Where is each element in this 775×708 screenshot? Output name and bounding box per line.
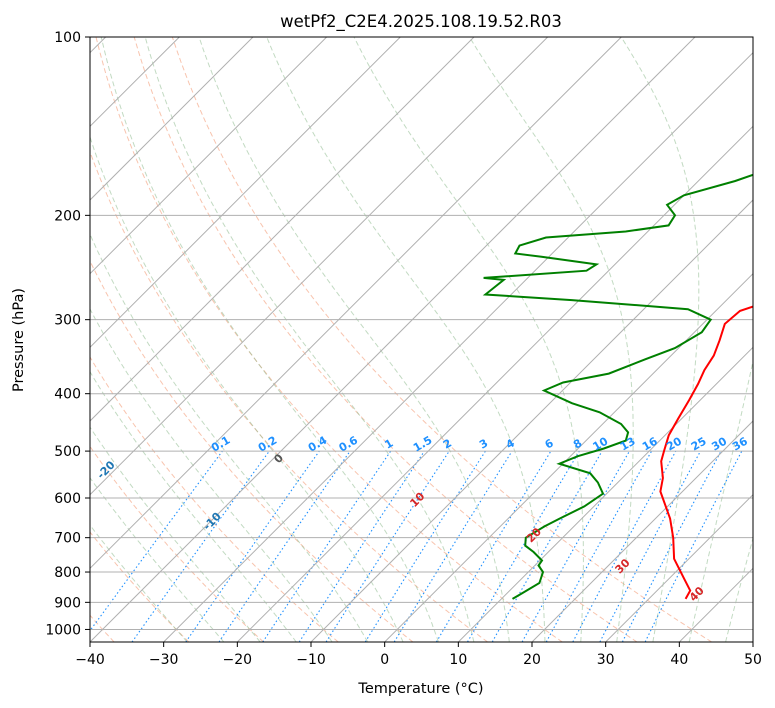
moist-adiabat [100,37,439,642]
x-tick-label: 0 [380,652,389,668]
y-tick-label: 500 [54,444,81,460]
x-axis: −40 −30 −20 −10 0 10 20 30 40 50 [75,642,762,668]
y-tick-label: 100 [54,30,81,46]
moist-adiabat [353,37,584,642]
isotherm [90,37,328,275]
mixing-ratio-line [572,450,677,642]
isotherm [531,420,753,642]
isotherm [457,346,753,642]
mixing-ratio-line [435,450,552,642]
y-tick-label: 1000 [45,622,81,638]
moist-adiabat [266,37,546,642]
mixing-ratio-label: 4 [504,436,517,451]
mixing-ratio-line [521,450,630,642]
y-tick-label: 600 [54,491,81,507]
moist-adiabat [90,135,404,642]
mixing-ratio-line [262,450,392,642]
x-tick-label: −40 [75,652,105,668]
mixing-ratio-line [393,450,513,642]
mixing-ratio-label: 3 [477,437,490,452]
mixing-ratio-line [90,450,223,632]
chart-title: wetPf2_C2E4.2025.108.19.52.R03 [280,12,562,32]
y-tick-label: 400 [54,387,81,403]
moist-adiabat [90,524,188,642]
moist-adiabat [469,37,634,642]
moist-adiabat [90,308,333,642]
data-layer [482,173,753,600]
mixing-ratio-line [545,450,653,642]
isotherm [163,51,753,642]
isotherm [90,37,401,349]
mixing-ratio-label: 2 [441,437,454,452]
moist-adiabat [725,536,753,642]
grid [90,36,753,630]
dry-adiabat [95,37,563,642]
dry-adiabat [133,37,638,642]
y-tick-label: 700 [54,531,81,547]
x-tick-label: 20 [523,652,541,668]
y-tick-label: 300 [54,313,81,329]
x-tick-label: 50 [744,652,762,668]
x-tick-label: −30 [149,652,179,668]
y-axis-label: Pressure (hPa) [11,288,27,392]
moist-adiabat [620,37,700,642]
dry-adiabat-label: -30 [1,407,24,430]
isotherm [90,37,696,642]
dry-adiabat-label: -20 [94,458,117,481]
mixing-ratio-line [644,450,743,642]
isotherm [236,125,753,642]
x-tick-label: −20 [223,652,253,668]
mixing-ratio-line [325,450,450,642]
x-tick-label: 30 [597,652,615,668]
x-tick-label: 10 [449,652,467,668]
dry-adiabat [90,531,190,642]
temperature-line [659,305,753,600]
moist-adiabat [144,37,475,642]
mixing-ratio-line [599,450,701,642]
y-tick-label: 800 [54,565,81,581]
x-tick-label: 40 [670,652,688,668]
background-lines [90,37,753,642]
moist-adiabat-label: 30 [613,556,633,576]
isotherm [90,37,549,496]
x-axis-label: Temperature (°C) [357,681,483,697]
mixing-ratio-line [218,450,351,642]
mixing-ratio-line [298,450,425,642]
moist-adiabat [198,37,510,642]
moist-adiabat [90,232,369,642]
y-axis: 100 200 300 400 500 600 700 800 900 1000 [45,30,90,638]
mixing-ratio-label: 1 [382,437,395,452]
dry-adiabat [171,37,712,642]
moist-adiabat-label: 10 [407,490,427,510]
plot-frame [89,36,754,643]
isotherm [310,199,753,642]
y-tick-label: 900 [54,595,81,611]
dry-adiabat [90,356,339,642]
mixing-ratio-line [131,450,270,642]
isotherm [678,567,753,642]
moist-adiabat [90,426,261,642]
isotherm [752,641,753,642]
mixing-ratio-label: 6 [543,436,556,451]
mixing-ratio-line [185,450,320,642]
dewpoint-line [482,173,753,600]
dry-adiabat [90,445,264,642]
isotherm [90,37,254,201]
isotherm [384,272,753,642]
isotherm [605,493,753,642]
moist-adiabat [90,476,225,642]
isotherm [90,37,475,422]
y-tick-label: 200 [54,208,81,224]
dry-adiabat [90,259,414,642]
isotherm [90,37,622,570]
moist-adiabat [688,358,753,642]
moist-adiabat-label: 40 [687,584,707,604]
x-tick-label: −10 [296,652,326,668]
mixing-ratio-line [621,450,722,642]
dry-adiabat [90,150,488,642]
